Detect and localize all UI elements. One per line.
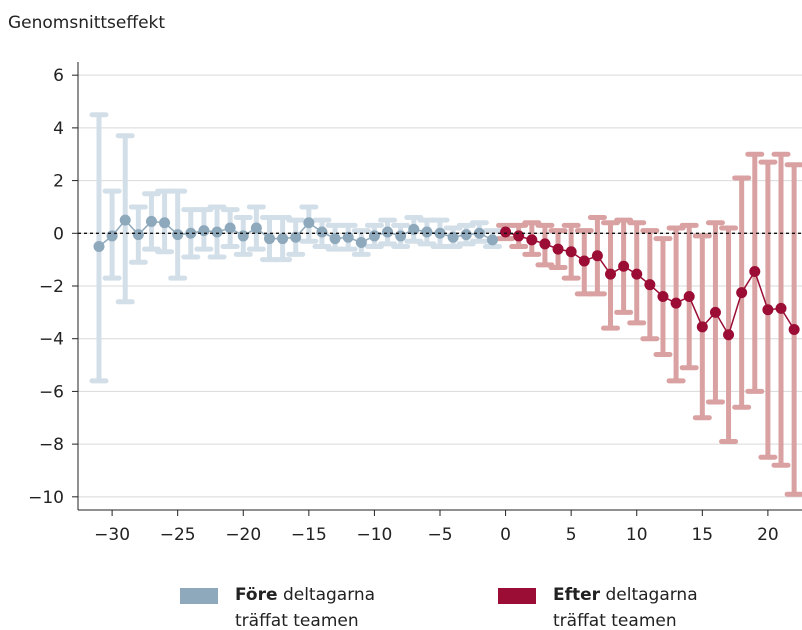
x-tick-label: 15 — [691, 525, 713, 545]
point — [119, 214, 131, 226]
point — [382, 226, 394, 238]
legend-entry: Före deltagarna träffat teamen — [180, 582, 405, 630]
point — [447, 231, 459, 243]
point — [172, 229, 184, 241]
point — [368, 230, 380, 242]
point — [460, 229, 472, 241]
point — [644, 279, 656, 291]
point — [578, 255, 590, 267]
point — [788, 323, 800, 335]
point — [526, 234, 538, 246]
point — [329, 233, 341, 245]
x-tick-label: 5 — [566, 525, 577, 545]
point — [605, 268, 617, 280]
legend-text: Före deltagarna träffat teamen — [235, 582, 405, 630]
y-tick-label: −4 — [39, 330, 64, 350]
point — [486, 234, 498, 246]
x-tick-label: −30 — [94, 525, 130, 545]
point — [696, 321, 708, 333]
point — [421, 226, 433, 238]
point — [159, 217, 171, 229]
y-tick-label: −8 — [39, 435, 64, 455]
y-tick-label: 0 — [53, 224, 64, 244]
point — [263, 233, 275, 245]
point — [342, 231, 354, 243]
y-tick-label: 6 — [53, 66, 64, 86]
point — [145, 215, 157, 227]
point — [670, 297, 682, 309]
point — [565, 246, 577, 258]
point — [513, 230, 525, 242]
point — [500, 226, 512, 238]
point — [736, 287, 748, 299]
x-tick-label: 10 — [626, 525, 648, 545]
point — [355, 237, 367, 249]
point — [408, 223, 420, 235]
point — [591, 250, 603, 262]
y-tick-label: 2 — [53, 172, 64, 192]
legend-label: deltagarna träffat teamen — [235, 585, 376, 630]
x-tick-label: −5 — [427, 525, 452, 545]
x-tick-label: −15 — [291, 525, 327, 545]
x-tick-label: 20 — [757, 525, 779, 545]
y-tick-label: −2 — [39, 277, 64, 297]
point — [211, 226, 223, 238]
lines — [93, 214, 800, 341]
legend-entry: Efter deltagarna träffat teamen — [498, 582, 723, 630]
point — [775, 302, 787, 314]
point — [552, 243, 564, 255]
x-tick-label: −20 — [225, 525, 261, 545]
x-tick-label: −25 — [160, 525, 196, 545]
point — [539, 238, 551, 250]
error-bars — [89, 112, 802, 497]
point — [723, 329, 735, 341]
legend-name: Efter — [553, 585, 601, 605]
point — [749, 266, 761, 278]
legend-label: deltagarna träffat teamen — [553, 585, 698, 630]
legend-name: Före — [235, 585, 278, 605]
y-tick-label: 4 — [53, 119, 64, 139]
point — [93, 240, 105, 252]
point — [185, 227, 197, 239]
point — [709, 306, 721, 318]
point — [631, 268, 643, 280]
y-tick-label: −6 — [39, 382, 64, 402]
point — [473, 227, 485, 239]
legend-text: Efter deltagarna träffat teamen — [553, 582, 723, 630]
point — [198, 225, 210, 237]
point — [762, 304, 774, 316]
point — [290, 231, 302, 243]
point — [224, 222, 236, 234]
point — [303, 217, 315, 229]
point — [132, 229, 144, 241]
point — [277, 233, 289, 245]
point — [683, 291, 695, 303]
point — [237, 230, 249, 242]
legend-swatch — [498, 588, 536, 604]
x-tick-label: 0 — [500, 525, 511, 545]
point — [618, 260, 630, 272]
x-tick-label: −10 — [356, 525, 392, 545]
legend-swatch — [180, 588, 218, 604]
point — [395, 230, 407, 242]
y-axis-title: Genomsnittseffekt — [8, 13, 165, 33]
point — [106, 230, 118, 242]
point — [316, 226, 328, 238]
point — [250, 222, 262, 234]
point — [657, 291, 669, 303]
y-tick-label: −10 — [28, 488, 64, 508]
